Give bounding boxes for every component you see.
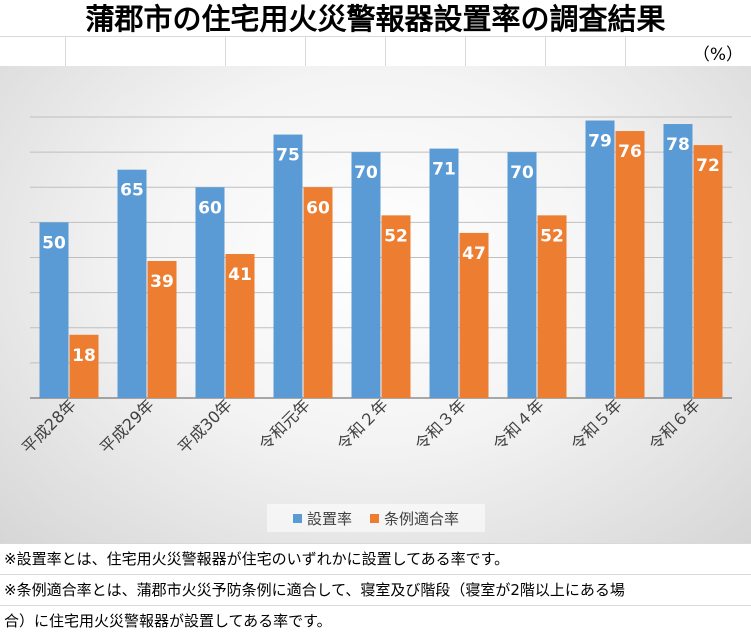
grid-line	[0, 36, 751, 37]
grid-line	[625, 36, 626, 66]
grid-line	[305, 36, 306, 66]
data-label: 50	[42, 233, 66, 253]
bar-jourei	[381, 215, 411, 398]
grid-line	[65, 36, 66, 66]
bar-setchi	[507, 152, 537, 398]
bar-setchi	[351, 152, 381, 398]
bar-setchi	[195, 187, 225, 398]
note-line: ※条例適合率とは、蒲郡市火災予防条例に適合して、寝室及び階段（寝室が2階以上にあ…	[0, 574, 751, 605]
grid-line	[225, 36, 226, 66]
header-grid	[0, 36, 751, 66]
legend-item-series1: 設置率	[292, 508, 352, 529]
category-label: 令和６年	[645, 395, 704, 454]
legend: 設置率 条例適合率	[267, 504, 485, 532]
bar-chart: 50 18 平成28年 65 39 平成29年 60 41 平成30年 75 60 令和元年 70 52 令…	[18, 116, 732, 457]
legend-label-series1: 設置率	[306, 509, 352, 528]
note-line: 合）に住宅用火災警報器が設置してある率です。	[0, 605, 751, 636]
category-label: 令和５年	[567, 395, 626, 454]
bar-setchi	[429, 148, 459, 398]
data-label: 70	[510, 163, 534, 183]
data-label: 47	[462, 244, 486, 264]
data-label: 52	[384, 226, 408, 246]
grid-line	[465, 36, 466, 66]
data-label: 78	[666, 135, 690, 155]
legend-swatch-series1	[292, 513, 302, 523]
bar-jourei	[459, 232, 489, 398]
data-label: 18	[72, 346, 96, 366]
category-label: 令和３年	[411, 395, 470, 454]
data-label: 60	[306, 198, 330, 218]
bar-jourei	[303, 187, 333, 398]
note-line: ※設置率とは、住宅用火災警報器が住宅のいずれかに設置してある率です。	[0, 543, 751, 574]
bar-jourei	[225, 253, 255, 398]
data-label: 52	[540, 226, 564, 246]
unit-label: （%）	[692, 45, 743, 65]
bar-setchi	[117, 169, 147, 398]
legend-item-series2: 条例適合率	[370, 508, 459, 529]
data-label: 39	[150, 272, 174, 292]
bar-jourei	[615, 131, 645, 399]
data-label: 75	[276, 146, 300, 166]
data-label: 71	[432, 160, 456, 180]
bar-setchi	[663, 124, 693, 399]
bar-setchi	[39, 222, 69, 398]
data-label: 70	[354, 163, 378, 183]
notes: ※設置率とは、住宅用火災警報器が住宅のいずれかに設置してある率です。 ※条例適合…	[0, 543, 751, 636]
category-label: 平成30年	[174, 395, 236, 457]
category-label: 平成28年	[18, 395, 80, 457]
data-label: 41	[228, 265, 252, 285]
data-label: 60	[198, 198, 222, 218]
bar-setchi	[585, 120, 615, 398]
chart-title: 蒲郡市の住宅用火災警報器設置率の調査結果	[85, 2, 666, 36]
grid-line	[385, 36, 386, 66]
data-label: 79	[588, 132, 612, 152]
legend-label-series2: 条例適合率	[384, 509, 460, 528]
bar-jourei	[147, 261, 177, 398]
data-label: 76	[618, 142, 642, 162]
grid-line	[545, 36, 546, 66]
category-label: 令和２年	[333, 395, 392, 454]
category-label: 令和元年	[255, 395, 314, 454]
bar-jourei	[693, 145, 723, 398]
data-label: 65	[120, 181, 144, 201]
chart-area: 50 18 平成28年 65 39 平成29年 60 41 平成30年 75 60 令和元年 70 52 令…	[0, 66, 751, 543]
bar-setchi	[273, 134, 303, 398]
data-label: 72	[696, 156, 720, 176]
category-label: 平成29年	[96, 395, 158, 457]
bar-jourei	[69, 334, 99, 398]
legend-swatch-series2	[370, 513, 379, 523]
category-label: 令和４年	[489, 395, 548, 454]
bar-jourei	[537, 215, 567, 398]
